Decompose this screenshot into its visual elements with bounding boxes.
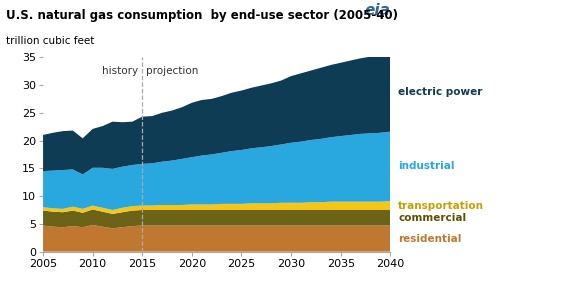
Text: eia: eia <box>364 3 390 18</box>
Text: transportation: transportation <box>398 200 484 210</box>
Text: trillion cubic feet: trillion cubic feet <box>6 36 94 46</box>
Text: history: history <box>102 65 138 76</box>
Text: projection: projection <box>146 65 199 76</box>
Text: industrial: industrial <box>398 161 455 171</box>
Text: commercial: commercial <box>398 213 467 223</box>
Text: electric power: electric power <box>398 87 483 97</box>
Text: residential: residential <box>398 234 461 244</box>
Text: U.S. natural gas consumption  by end-use sector (2005-40): U.S. natural gas consumption by end-use … <box>6 9 398 21</box>
